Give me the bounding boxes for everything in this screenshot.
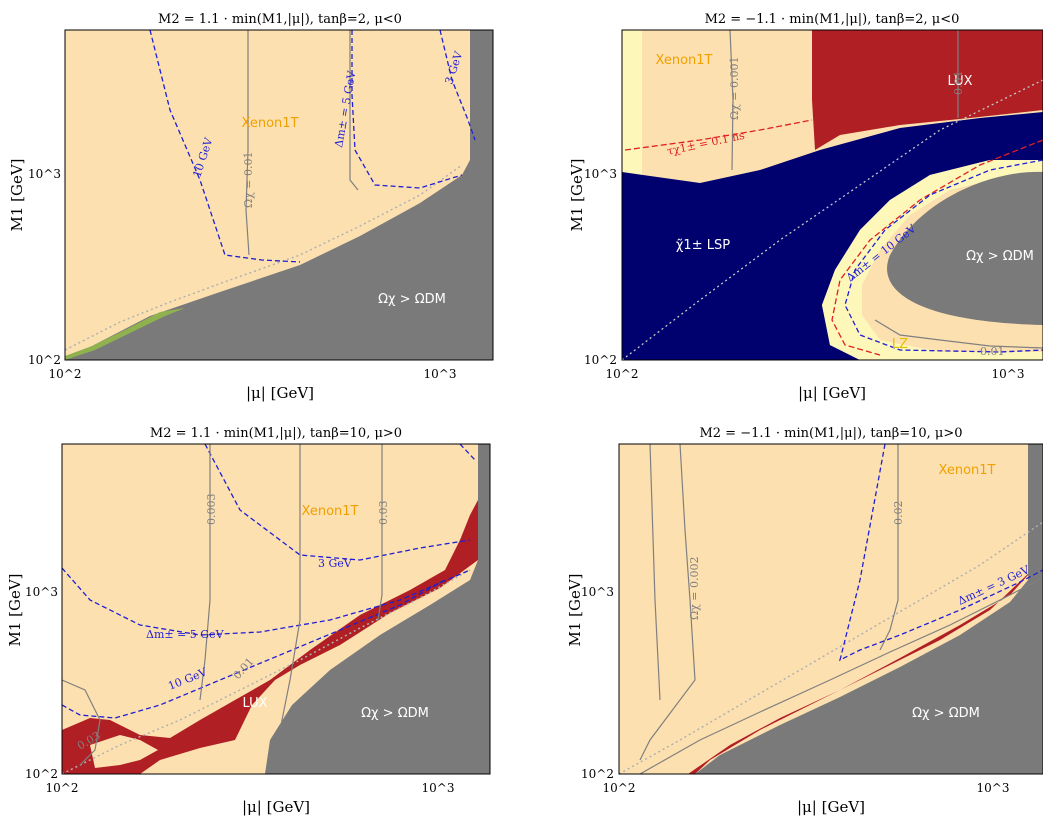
plot-frame (64, 29, 494, 361)
omega-contour (639, 577, 1043, 774)
omega-contour (874, 319, 1043, 349)
y-tick-label: 10^3 (28, 167, 61, 181)
y-tick-label: 10^2 (584, 353, 617, 367)
contour-label: 3 GeV (318, 557, 353, 570)
contour-label: 0.01 (952, 71, 965, 96)
contour-10gev (62, 579, 446, 719)
y-tick-label: 10^3 (25, 585, 58, 599)
y-tick-label: 10^2 (581, 767, 614, 781)
y-tick-label: 10^2 (28, 353, 61, 367)
x-tick-label: 10^2 (46, 781, 79, 795)
y-tick-label: 10^2 (25, 767, 58, 781)
region-label-lux: LUX (242, 696, 267, 711)
region-label-xenon1t: Xenon1T (656, 53, 713, 68)
omega-contour (377, 444, 383, 621)
diagonal-line (622, 79, 1043, 360)
y-axis-label: M1 [GeV] (8, 158, 26, 231)
contour-label: Ωχ = 0.01 (242, 152, 255, 209)
panel-title: M2 = −1.1 · min(M1,|μ|), tanβ=10, μ>0 (699, 426, 962, 441)
panel-title: M2 = −1.1 · min(M1,|μ|), tanβ=2, μ<0 (705, 12, 960, 27)
x-tick-label: 10^3 (977, 781, 1010, 795)
contour-10gev (844, 159, 1043, 353)
plot-frame (621, 29, 1043, 361)
contour-dashed (459, 444, 476, 461)
tau-contour (831, 139, 1043, 356)
x-axis-label: |μ| [GeV] (246, 384, 314, 402)
panel-top-left: M2 = 1.1 · min(M1,|μ|), tanβ=2, μ<0 Xeno… (8, 12, 494, 402)
contour-5gev (351, 30, 463, 189)
region-label-relic: Ωχ > ΩDM (912, 706, 980, 721)
contour-label: 0.003 (205, 494, 218, 526)
plot-frame (61, 443, 491, 775)
panel-top-right: M2 = −1.1 · min(M1,|μ|), tanβ=2, μ<0 Xen… (568, 12, 1043, 402)
relic-excluded-region (887, 171, 1043, 325)
diagonal-line (65, 164, 463, 351)
y-axis-label: M1 [GeV] (568, 158, 586, 231)
contour-label: Ωχ = 0.002 (688, 557, 701, 621)
omega-contour (62, 679, 101, 766)
contour-label: Δm± = 5 GeV (146, 628, 225, 641)
contour-5gev (62, 567, 471, 636)
omega-contour-2 (349, 30, 359, 191)
region-label-relic: Ωχ > ΩDM (378, 292, 446, 307)
x-axis-label: |μ| [GeV] (798, 384, 866, 402)
x-tick-label: 10^2 (606, 367, 639, 381)
lz-region (622, 30, 642, 180)
contour-10gev (149, 30, 301, 263)
region-label-lsp: χ̃1± LSP (676, 238, 730, 253)
y-tick-label: 10^3 (581, 585, 614, 599)
omega-contour (199, 444, 211, 701)
contour-label: Ωχ = 0.001 (728, 57, 741, 121)
x-tick-label: 10^2 (49, 367, 82, 381)
region-label-lux: LUX (947, 74, 972, 89)
contour-3gev (439, 30, 476, 141)
contour-label: 0.01 (980, 345, 1005, 358)
contour-3gev (839, 444, 1043, 662)
chargino-lsp-region (622, 112, 1043, 360)
region-label-relic: Ωχ > ΩDM (966, 249, 1034, 264)
relic-excluded-region (265, 444, 490, 774)
contour-3gev (204, 444, 471, 561)
y-axis-label: M1 [GeV] (566, 573, 584, 646)
x-axis-label: |μ| [GeV] (242, 798, 310, 816)
omega-contour (729, 30, 734, 171)
xenon1t-region (90, 735, 158, 768)
contour-label: 0.02 (892, 501, 905, 526)
panel-bottom-right: M2 = −1.1 · min(M1,|μ|), tanβ=10, μ>0 Xe… (566, 426, 1043, 816)
x-tick-label: 10^3 (992, 367, 1025, 381)
panel-title: M2 = 1.1 · min(M1,|μ|), tanβ=10, μ>0 (150, 426, 402, 441)
omega-contour (649, 444, 661, 701)
region-label-xenon1t: Xenon1T (242, 116, 299, 131)
omega-contour (245, 30, 250, 256)
omega-contour (639, 444, 696, 761)
diagonal-line (619, 521, 1043, 774)
y-tick-label: 10^3 (584, 167, 617, 181)
diagonal-line (62, 569, 471, 774)
region-label-xenon1t: Xenon1T (939, 463, 996, 478)
green-band-region (65, 308, 185, 360)
panel-bottom-left: M2 = 1.1 · min(M1,|μ|), tanβ=10, μ>0 Xen… (6, 426, 491, 816)
x-axis-label: |μ| [GeV] (797, 798, 865, 816)
omega-contour (879, 444, 899, 651)
tau-contour (624, 119, 813, 151)
omega-contour (279, 444, 301, 731)
relic-excluded-region (695, 444, 1043, 774)
region-label-lz: LZ (892, 337, 908, 352)
x-tick-label: 10^3 (422, 781, 455, 795)
y-axis-label: M1 [GeV] (6, 573, 24, 646)
panel-title: M2 = 1.1 · min(M1,|μ|), tanβ=2, μ<0 (158, 12, 402, 27)
region-label-xenon1t: Xenon1T (302, 504, 359, 519)
x-tick-label: 10^2 (603, 781, 636, 795)
plot-frame (618, 443, 1043, 775)
lux-region (812, 30, 1043, 150)
relic-excluded-region (65, 30, 493, 360)
region-label-relic: Ωχ > ΩDM (361, 706, 429, 721)
contour-label: 0.03 (377, 501, 390, 526)
x-tick-label: 10^3 (424, 367, 457, 381)
